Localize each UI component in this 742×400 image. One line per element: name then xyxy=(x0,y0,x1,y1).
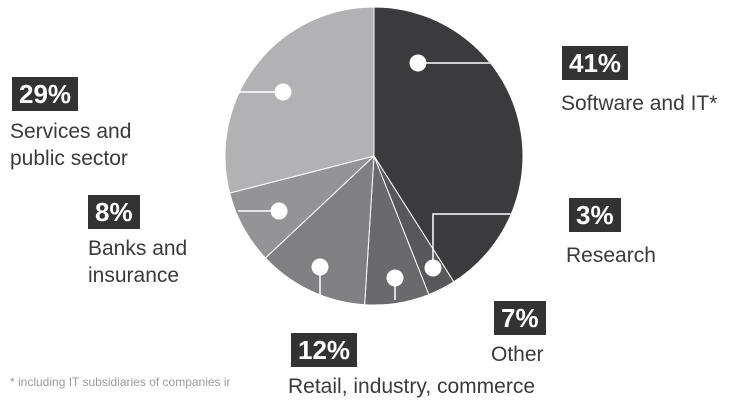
footnote: * including IT subsidiaries of companies… xyxy=(10,375,230,389)
slice-percent-research: 3% xyxy=(569,198,621,232)
slice-label-retail: Retail, industry, commerce xyxy=(288,375,536,398)
slice-marker-dot-2 xyxy=(386,269,404,287)
slice-percent-retail: 12% xyxy=(291,333,358,367)
slice-marker-dot-0 xyxy=(409,54,427,72)
slice-label-software: Software and IT* xyxy=(561,92,718,115)
slice-percent-software: 41% xyxy=(562,46,629,80)
leader-line-1 xyxy=(432,213,552,268)
slice-marker-dot-3 xyxy=(311,258,329,276)
pie-slice-3 xyxy=(264,154,375,306)
slice-label-other: Other xyxy=(491,343,544,366)
slice-label-banks-text: Banks and insurance xyxy=(88,237,188,287)
slice-marker-dot-1 xyxy=(424,259,442,277)
slice-label-services-text: Services and public sector xyxy=(10,120,132,170)
slice-marker-dot-4 xyxy=(270,202,288,220)
slice-percent-other: 7% xyxy=(494,301,546,335)
slice-label-services: Services and public sector xyxy=(10,118,160,172)
slice-percent-services: 29% xyxy=(12,77,79,111)
slice-label-banks: Banks and insurance xyxy=(88,235,208,289)
pie-slice-5 xyxy=(224,6,375,194)
pie-slice-0 xyxy=(373,6,524,283)
slice-label-research: Research xyxy=(566,244,656,267)
slice-percent-banks: 8% xyxy=(88,195,140,229)
slice-marker-dot-5 xyxy=(274,83,292,101)
